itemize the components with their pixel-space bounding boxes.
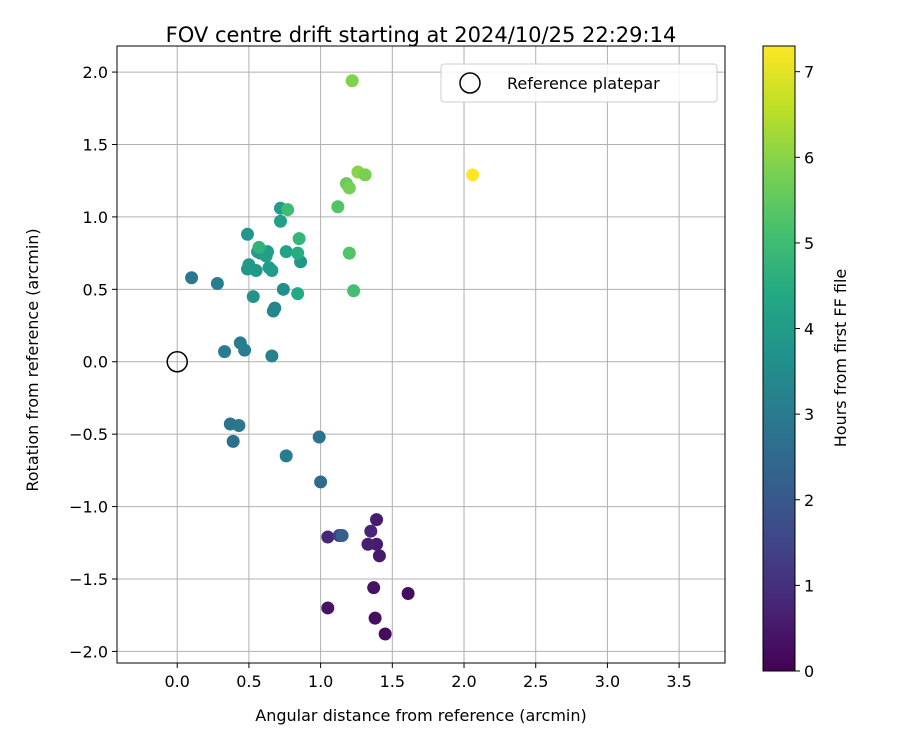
data-point — [361, 537, 375, 551]
x-tick-label: 0.5 — [236, 672, 261, 691]
y-tick-label: 0.0 — [83, 353, 108, 372]
y-axis-ticks: 2.0 1.5 1.0 0.5 0.0 −0.5 −1.0 −1.5 −2.0 — [69, 63, 117, 661]
x-tick-label: 1.0 — [308, 672, 333, 691]
data-points — [185, 74, 480, 641]
data-point — [249, 263, 263, 277]
data-point — [226, 434, 240, 448]
x-axis-ticks: 0.0 0.5 1.0 1.5 2.0 2.5 3.0 3.5 — [164, 663, 692, 691]
data-point — [370, 513, 384, 527]
data-point — [268, 301, 282, 315]
x-tick-label: 2.5 — [523, 672, 548, 691]
y-tick-label: 1.0 — [83, 208, 108, 227]
y-tick-label: −1.5 — [69, 570, 108, 589]
data-point — [358, 168, 372, 182]
colorbar-label: Hours from first FF file — [831, 269, 850, 448]
y-tick-label: −1.0 — [69, 498, 108, 517]
x-tick-label: 1.5 — [380, 672, 405, 691]
data-point — [218, 345, 232, 359]
data-point — [342, 181, 356, 195]
data-point — [210, 277, 224, 291]
data-point — [321, 601, 335, 615]
data-point — [368, 611, 382, 625]
data-point — [312, 430, 326, 444]
grid — [117, 46, 725, 663]
data-point — [347, 284, 361, 298]
chart-title: FOV centre drift starting at 2024/10/25 … — [166, 23, 677, 47]
data-point — [314, 475, 328, 489]
data-point — [276, 282, 290, 296]
data-point — [232, 418, 246, 432]
reference-layer — [166, 350, 188, 373]
data-point — [265, 263, 279, 277]
data-point — [335, 529, 349, 543]
data-point — [372, 549, 386, 563]
y-axis-label: Rotation from reference (arcmin) — [23, 228, 42, 491]
x-axis-label: Angular distance from reference (arcmin) — [255, 706, 586, 725]
data-point — [331, 200, 345, 214]
colorbar-tick-label: 7 — [804, 63, 814, 82]
colorbar: 0 1 2 3 4 5 6 7 Hours from first FF file — [762, 45, 850, 681]
data-point — [466, 168, 480, 182]
colorbar-tick-label: 5 — [804, 234, 814, 253]
legend: Reference platepar — [440, 63, 718, 103]
data-point — [185, 271, 199, 285]
data-point — [345, 74, 359, 88]
y-tick-label: −2.0 — [69, 642, 108, 661]
data-point — [240, 227, 254, 241]
colorbar-tick-label: 0 — [804, 662, 814, 681]
data-point — [291, 287, 305, 301]
data-point — [279, 245, 293, 259]
colorbar-tick-label: 2 — [804, 491, 814, 510]
legend-label: Reference platepar — [507, 74, 660, 93]
reference-platepar-marker — [166, 350, 188, 373]
data-point — [321, 530, 335, 544]
data-point — [265, 349, 279, 363]
data-point — [246, 290, 260, 304]
legend-box — [440, 63, 718, 103]
data-point — [292, 232, 306, 246]
data-point — [401, 586, 415, 600]
data-point — [342, 246, 356, 260]
colorbar-tick-label: 6 — [804, 148, 814, 167]
y-tick-label: 0.5 — [83, 280, 108, 299]
legend-marker-reference — [459, 72, 481, 94]
colorbar-tick-label: 1 — [804, 576, 814, 595]
data-point — [279, 449, 293, 463]
y-tick-label: −0.5 — [69, 425, 108, 444]
data-point — [281, 203, 295, 217]
plot-frame — [116, 45, 726, 664]
x-tick-label: 2.0 — [451, 672, 476, 691]
x-tick-label: 3.5 — [666, 672, 691, 691]
data-point — [367, 581, 381, 595]
colorbar-tick-label: 4 — [804, 320, 814, 339]
data-point — [238, 343, 252, 357]
data-point — [291, 246, 305, 260]
colorbar-gradient — [762, 45, 796, 672]
data-point — [364, 524, 378, 538]
data-point — [252, 240, 266, 254]
data-point — [273, 214, 287, 228]
data-point — [378, 627, 392, 641]
y-tick-label: 2.0 — [83, 63, 108, 82]
x-tick-label: 3.0 — [595, 672, 620, 691]
x-tick-label: 0.0 — [164, 672, 189, 691]
colorbar-ticks: 0 1 2 3 4 5 6 7 — [795, 63, 814, 681]
colorbar-tick-label: 3 — [804, 405, 814, 424]
y-tick-label: 1.5 — [83, 135, 108, 154]
